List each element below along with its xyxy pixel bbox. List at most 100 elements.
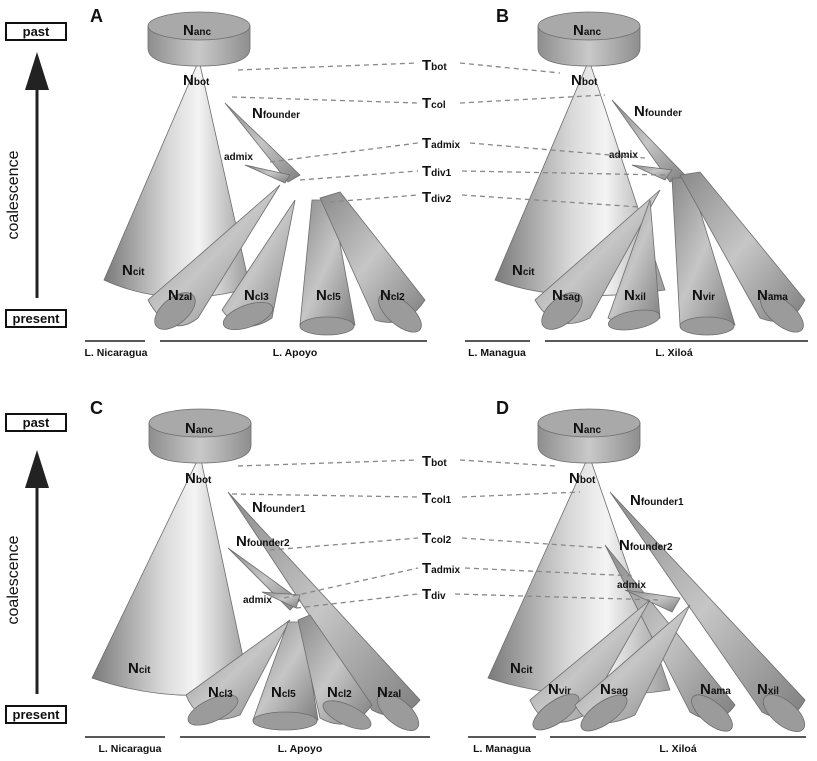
tip-label: Nama — [757, 287, 788, 304]
tip-label: Nxil — [624, 287, 646, 304]
admix-label: admix — [609, 150, 638, 161]
anc-label: Nanc — [183, 22, 212, 39]
anc-label: Nanc — [185, 420, 214, 437]
panel-d: D Nanc Nbot Nfounder1 Nfounder2 admix Nc… — [468, 398, 806, 755]
tip-label: Ncl2 — [380, 287, 405, 304]
lake-label-left: L. Nicaragua — [98, 743, 161, 755]
tip-cone-base — [376, 693, 420, 731]
lake-label-right: L. Xiloá — [659, 743, 697, 755]
lake-label-right: L. Apoyo — [273, 347, 318, 359]
admix-branch — [261, 591, 301, 609]
time-label: Tcol2 — [422, 530, 452, 547]
cit-label: Ncit — [128, 660, 151, 677]
tip-label: Ncl2 — [327, 684, 352, 701]
time-label: Tdiv2 — [422, 189, 452, 206]
tip-cone-base — [154, 292, 196, 330]
bot-label: Nbot — [183, 72, 210, 89]
tip-cone-base — [187, 694, 239, 726]
ancestral-cylinder — [537, 11, 641, 67]
admix-branch — [631, 164, 673, 181]
founder2-label: Nfounder2 — [619, 537, 673, 554]
lake-label-left: L. Nicaragua — [84, 347, 147, 359]
time-axis-bottom: past coalescence present — [5, 413, 67, 724]
founder-branch — [224, 102, 301, 183]
tip-label: Nvir — [692, 287, 715, 304]
tip-cone-base — [762, 694, 806, 732]
panel-letter: C — [90, 398, 103, 418]
tip-cone-cl5 — [252, 621, 319, 721]
present-label: present — [13, 311, 61, 326]
founder1-label: Nfounder1 — [252, 499, 306, 516]
coalescence-label: coalescence — [5, 150, 22, 239]
coalescence-label: coalescence — [5, 535, 22, 624]
tip-label: Ncl5 — [316, 287, 341, 304]
admix-label: admix — [243, 595, 272, 606]
cit-label: Ncit — [510, 660, 533, 677]
anc-label: Nanc — [573, 22, 602, 39]
tip-label: Ncl3 — [244, 287, 269, 304]
ancestral-cylinder — [537, 408, 641, 464]
admix-label: admix — [224, 152, 253, 163]
lake-label-left: L. Managua — [468, 347, 526, 359]
time-label: Tbot — [422, 453, 447, 470]
time-label: Tcol1 — [422, 490, 452, 507]
lake-label-left: L. Managua — [473, 743, 531, 755]
tip-label: Nvir — [548, 681, 571, 698]
tip-label: Ncl5 — [271, 684, 296, 701]
lake-label-right: L. Xiloá — [655, 347, 693, 359]
admix-label: admix — [617, 580, 646, 591]
tip-label: Nxil — [757, 681, 779, 698]
cit-label: Ncit — [122, 262, 145, 279]
panel-b: B Nanc Nbot Nfounder admix Ncit Nsag Nxi… — [465, 6, 808, 359]
tip-label: Nzal — [168, 287, 192, 304]
bot-label: Nbot — [571, 72, 598, 89]
cit-cone — [91, 453, 251, 696]
time-label: Tdiv — [422, 586, 446, 603]
tip-cone-base — [691, 694, 733, 732]
admix-branch — [244, 164, 291, 184]
tip-cone-base — [378, 293, 422, 333]
bot-label: Nbot — [569, 470, 596, 487]
time-label: Tadmix — [422, 560, 461, 577]
time-markers-bottom: Tbot Tcol1 Tcol2 Tadmix Tdiv — [231, 453, 661, 609]
time-markers-top: Tbot Tcol Tadmix Tdiv1 Tdiv2 — [231, 57, 666, 208]
time-label: Tadmix — [422, 135, 461, 152]
time-label: Tbot — [422, 57, 447, 74]
tip-cone-base — [607, 309, 661, 331]
tip-cone-base — [322, 700, 372, 730]
lake-label-right: L. Apoyo — [278, 743, 323, 755]
present-label: present — [13, 707, 61, 722]
panel-a: A Nanc Nbot Nfounder admix Ncit Nzal Ncl… — [84, 6, 427, 359]
tip-label: Nama — [700, 681, 731, 698]
past-box — [5, 413, 67, 432]
tip-label: Nsag — [552, 287, 580, 304]
past-label: past — [23, 24, 50, 39]
tip-cone-base — [532, 693, 580, 731]
founder-label: Nfounder — [634, 103, 682, 120]
panel-letter: B — [496, 6, 509, 26]
time-axis-top: past coalescence present — [5, 22, 67, 328]
tip-label: Nzal — [377, 684, 401, 701]
time-label: Tdiv1 — [422, 163, 452, 180]
panel-letter: D — [496, 398, 509, 418]
present-box — [5, 705, 67, 724]
founder-label: Nfounder — [252, 105, 300, 122]
ancestral-cylinder — [148, 408, 252, 464]
tip-cone-base — [760, 293, 804, 333]
present-box — [5, 309, 67, 328]
founder1-label: Nfounder1 — [630, 492, 684, 509]
past-label: past — [23, 415, 50, 430]
tip-label: Nsag — [600, 681, 628, 698]
cit-label: Ncit — [512, 262, 535, 279]
panel-letter: A — [90, 6, 103, 26]
founder2-label: Nfounder2 — [236, 533, 290, 550]
time-label: Tcol — [422, 95, 446, 112]
ancestral-cylinder — [147, 11, 251, 67]
tip-cone-base — [679, 316, 735, 336]
tip-label: Ncl3 — [208, 684, 233, 701]
tip-cone-base — [541, 292, 583, 330]
past-box — [5, 22, 67, 41]
arrow-head-icon — [25, 450, 49, 488]
arrow-head-icon — [25, 52, 49, 90]
